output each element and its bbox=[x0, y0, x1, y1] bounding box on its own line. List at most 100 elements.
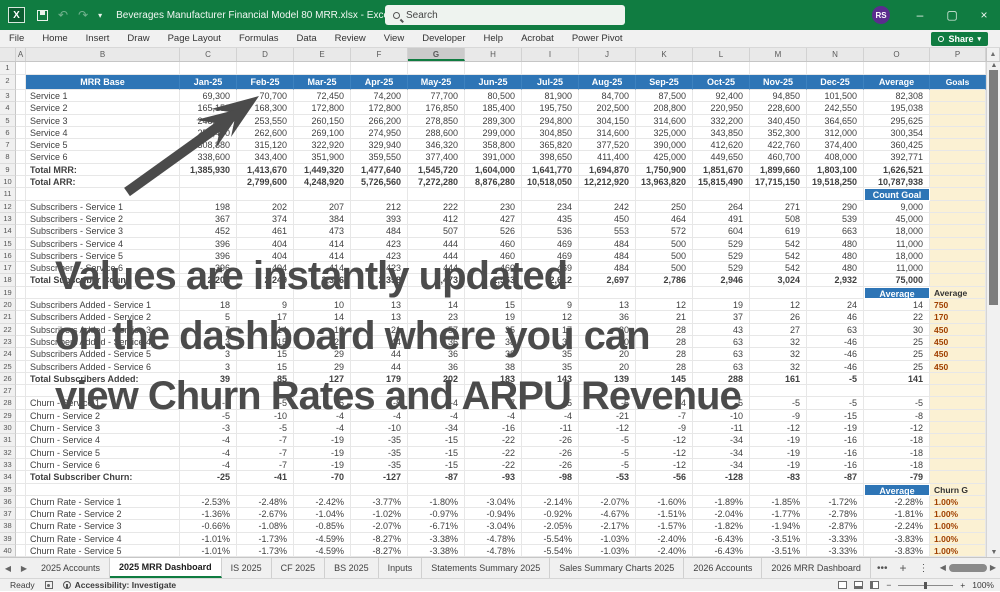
cell[interactable]: -34 bbox=[693, 446, 750, 459]
cell[interactable]: 411,400 bbox=[579, 151, 636, 164]
cell[interactable]: -5.54% bbox=[522, 532, 579, 545]
cell[interactable]: 308,880 bbox=[180, 139, 237, 152]
cell-goal[interactable]: 1.00% bbox=[930, 495, 986, 509]
cell[interactable]: 234 bbox=[522, 200, 579, 213]
cell[interactable]: -87 bbox=[408, 471, 465, 484]
cell[interactable]: 2,612 bbox=[522, 274, 579, 287]
cell-label[interactable]: Churn Rate - Service 1 bbox=[26, 495, 180, 509]
cell[interactable]: 19 bbox=[465, 311, 522, 324]
cell-goal[interactable] bbox=[930, 163, 986, 177]
cell[interactable]: 57 bbox=[408, 323, 465, 336]
cell[interactable]: 2,473 bbox=[408, 274, 465, 287]
cell-average[interactable]: -79 bbox=[864, 471, 930, 484]
cell[interactable]: -7 bbox=[237, 434, 294, 447]
cell-label[interactable]: Churn Rate - Service 4 bbox=[26, 532, 180, 545]
cell-average[interactable]: 75,000 bbox=[864, 274, 930, 287]
row-header-34[interactable]: 34 bbox=[0, 471, 16, 484]
cell[interactable]: 3,024 bbox=[750, 274, 807, 287]
row-header-15[interactable]: 15 bbox=[0, 237, 16, 250]
cell-goal[interactable] bbox=[930, 90, 986, 103]
cell-goal[interactable] bbox=[930, 139, 986, 152]
select-all-corner[interactable] bbox=[0, 48, 16, 61]
cell[interactable]: 1,545,720 bbox=[408, 163, 465, 177]
cell[interactable]: 469 bbox=[522, 262, 579, 275]
row-header-37[interactable]: 37 bbox=[0, 508, 16, 521]
cell[interactable] bbox=[408, 483, 465, 496]
cell[interactable]: 352,300 bbox=[750, 126, 807, 140]
cell[interactable] bbox=[294, 286, 351, 300]
cell-goal[interactable] bbox=[930, 372, 986, 386]
cell[interactable] bbox=[16, 274, 26, 287]
cell[interactable]: 202 bbox=[408, 372, 465, 386]
cell[interactable]: -6.43% bbox=[693, 532, 750, 545]
cell-goal[interactable]: 450 bbox=[930, 360, 986, 373]
cell-goal[interactable] bbox=[930, 200, 986, 213]
row-header-24[interactable]: 24 bbox=[0, 348, 16, 361]
cell[interactable]: -3.33% bbox=[807, 544, 864, 557]
cell-label[interactable]: Service 4 bbox=[26, 126, 180, 140]
hscroll-left-icon[interactable]: ◀ bbox=[939, 563, 946, 572]
cell[interactable]: -8.27% bbox=[351, 544, 408, 557]
cell[interactable]: 396 bbox=[180, 249, 237, 263]
sheet-nav-left-icon[interactable]: ◀ bbox=[4, 563, 12, 573]
cell[interactable]: 23 bbox=[408, 311, 465, 324]
cell[interactable] bbox=[16, 348, 26, 361]
cell[interactable]: -5 bbox=[294, 397, 351, 410]
cell[interactable]: 1,750,900 bbox=[636, 163, 693, 177]
cell[interactable]: 15 bbox=[237, 335, 294, 349]
cell[interactable]: 70,700 bbox=[237, 90, 294, 103]
cell[interactable]: -19 bbox=[750, 446, 807, 459]
cell[interactable]: 202 bbox=[237, 200, 294, 213]
column-header-E[interactable]: E bbox=[294, 48, 351, 61]
cell[interactable]: -3.51% bbox=[750, 544, 807, 557]
cell-label[interactable] bbox=[26, 62, 180, 75]
cell-average[interactable]: 1,626,521 bbox=[864, 163, 930, 177]
cell[interactable]: 1,477,640 bbox=[351, 163, 408, 177]
cell-goal[interactable]: 1.00% bbox=[930, 520, 986, 533]
cell-label[interactable] bbox=[26, 286, 180, 300]
cell[interactable]: -8 bbox=[351, 397, 408, 410]
cell[interactable] bbox=[16, 225, 26, 238]
cell[interactable]: 480 bbox=[807, 237, 864, 250]
cell[interactable]: 16 bbox=[294, 323, 351, 336]
cell[interactable] bbox=[180, 483, 237, 496]
cell[interactable]: -127 bbox=[351, 471, 408, 484]
zoom-out-icon[interactable]: − bbox=[886, 580, 892, 590]
cell[interactable]: -2.40% bbox=[636, 532, 693, 545]
row-header-29[interactable]: 29 bbox=[0, 409, 16, 423]
cell[interactable] bbox=[180, 385, 237, 398]
cell[interactable]: 290 bbox=[807, 200, 864, 213]
cell[interactable]: 80,500 bbox=[465, 90, 522, 103]
cell[interactable]: -2.53% bbox=[180, 495, 237, 509]
ribbon-tab-draw[interactable]: Draw bbox=[127, 33, 150, 44]
cell[interactable]: -1.36% bbox=[180, 508, 237, 521]
cell[interactable]: 38 bbox=[465, 335, 522, 349]
cell[interactable]: 13 bbox=[351, 299, 408, 312]
cell[interactable]: 3 bbox=[180, 348, 237, 361]
cell[interactable]: -2.40% bbox=[636, 544, 693, 557]
row-header-6[interactable]: 6 bbox=[0, 126, 16, 140]
cell[interactable]: -22 bbox=[465, 434, 522, 447]
cell-label[interactable]: Churn - Service 2 bbox=[26, 409, 180, 423]
ribbon-tab-file[interactable]: File bbox=[9, 33, 25, 44]
cell[interactable]: 29 bbox=[294, 360, 351, 373]
cell[interactable]: Jun-25 bbox=[465, 75, 522, 90]
cell[interactable]: -7 bbox=[237, 458, 294, 472]
horizontal-scroll-thumb[interactable] bbox=[948, 563, 987, 572]
cell[interactable]: 412 bbox=[408, 212, 465, 226]
cell[interactable]: -5 bbox=[237, 397, 294, 410]
cell[interactable]: -4.78% bbox=[465, 544, 522, 557]
cell[interactable]: -0.66% bbox=[180, 520, 237, 533]
cell-average[interactable]: -18 bbox=[864, 446, 930, 459]
cell[interactable]: 542 bbox=[750, 237, 807, 250]
cell[interactable] bbox=[237, 385, 294, 398]
cell[interactable]: -3.04% bbox=[465, 495, 522, 509]
vertical-scrollbar[interactable]: ▲ ▼ bbox=[986, 62, 1000, 557]
cell[interactable] bbox=[750, 62, 807, 75]
cell-label[interactable]: Subscribers - Service 6 bbox=[26, 262, 180, 275]
cell[interactable]: 17,715,150 bbox=[750, 176, 807, 189]
hscroll-right-icon[interactable]: ▶ bbox=[989, 563, 996, 572]
cell[interactable] bbox=[750, 483, 807, 496]
cell[interactable]: 314,600 bbox=[636, 114, 693, 127]
cell[interactable]: 85 bbox=[237, 372, 294, 386]
